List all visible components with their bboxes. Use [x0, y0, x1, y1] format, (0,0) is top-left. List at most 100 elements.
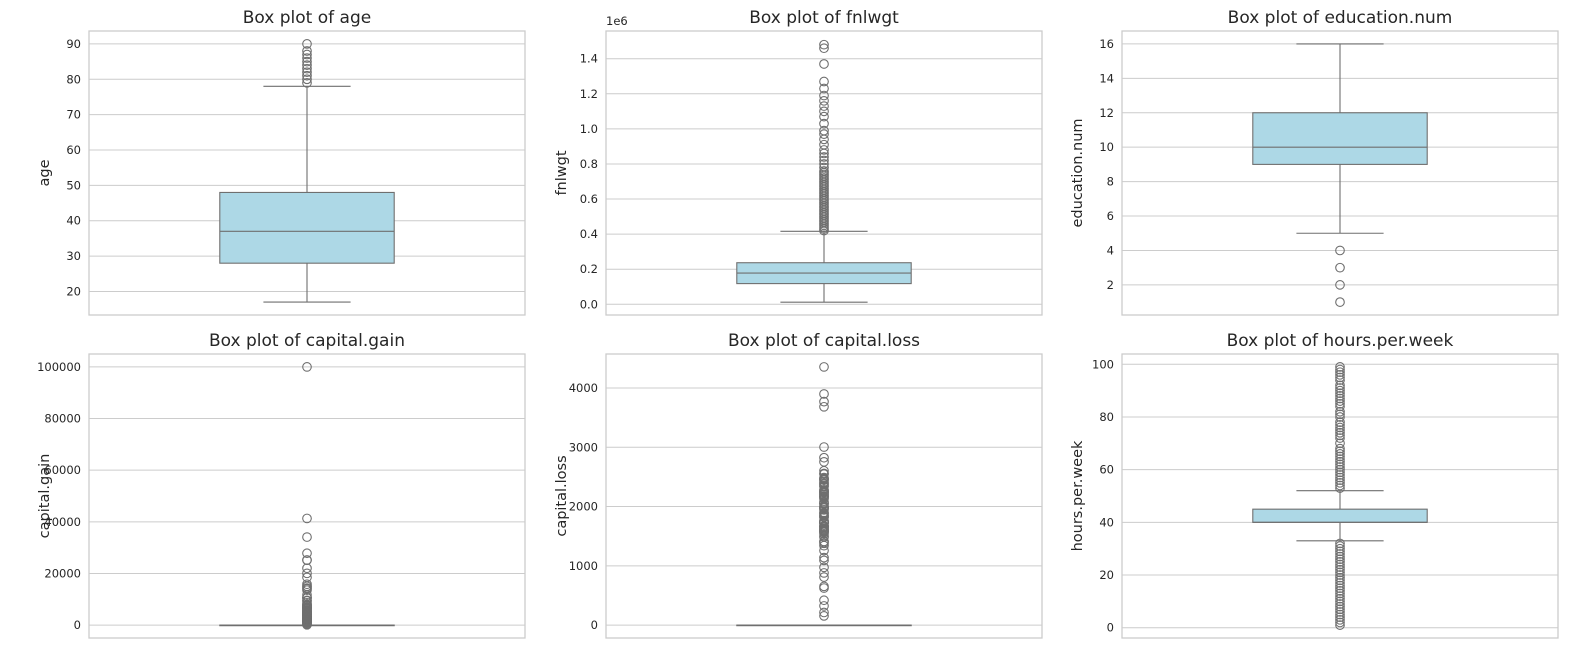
outlier-point [819, 159, 829, 169]
outlier-point [1335, 480, 1345, 491]
y-tick-label: 0 [1107, 621, 1114, 635]
subplot-6: 0 20 40 60 80 100 Box plot of hours.per.week ho… [1070, 331, 1559, 639]
y-tick-label: 60 [66, 143, 81, 157]
outlier-point [1335, 385, 1345, 396]
y-tick-label: 4000 [569, 381, 598, 395]
outlier-point [1335, 620, 1345, 630]
outlier-point [1335, 559, 1345, 570]
subplot-title: Box plot of capital.loss [728, 331, 920, 351]
outlier-point [1335, 427, 1345, 438]
outlier-point [1335, 549, 1345, 559]
outlier-point [819, 484, 829, 495]
outlier-point [302, 39, 312, 49]
outlier-point [1335, 538, 1345, 549]
outlier-point [819, 111, 829, 122]
outlier-point [1335, 551, 1345, 562]
outlier-point [1335, 585, 1345, 596]
outlier-point [302, 595, 312, 606]
outlier-point [1335, 443, 1345, 454]
outlier-point [1335, 596, 1345, 607]
outlier-point [1335, 391, 1345, 401]
outlier-point [819, 129, 829, 139]
outlier-point [819, 452, 829, 463]
outlier-point [819, 139, 829, 150]
y-tick-label: 70 [66, 108, 81, 122]
outlier-point [819, 607, 829, 618]
outlier-point [1335, 367, 1345, 378]
y-tick-label: 90 [66, 37, 81, 51]
y-axis-offset-label: 1e6 [606, 14, 628, 28]
outlier-point [1335, 430, 1345, 441]
y-tick-label: 1.2 [580, 87, 598, 101]
outlier-point [1335, 401, 1345, 412]
outlier-point [1335, 599, 1345, 609]
subplot-title: Box plot of fnlwgt [749, 8, 899, 28]
outlier-point [1335, 570, 1345, 580]
outlier-point [1335, 383, 1345, 393]
outlier-point [819, 595, 829, 606]
outlier-point [302, 53, 312, 63]
outlier-point [302, 70, 312, 81]
y-tick-label: 12 [1099, 106, 1114, 120]
outlier-point [819, 601, 829, 611]
outlier-point [1335, 464, 1345, 475]
y-tick-label: 30 [66, 249, 81, 263]
outlier-point [819, 457, 829, 467]
outlier-point [1335, 420, 1345, 430]
outlier-point [1335, 609, 1345, 620]
y-tick-label: 80 [66, 72, 81, 86]
outlier-point [819, 552, 829, 563]
y-tick-label: 4 [1107, 243, 1114, 257]
outlier-point [1335, 593, 1345, 604]
outlier-point [819, 59, 829, 69]
outlier-point [1335, 572, 1345, 583]
outlier-point [1335, 578, 1345, 588]
outlier-point [1335, 607, 1345, 617]
outlier-point [1335, 567, 1345, 578]
outlier-point [302, 63, 312, 74]
y-tick-label: 20 [66, 284, 81, 298]
y-tick-label: 80000 [44, 412, 81, 426]
outlier-point [1335, 541, 1345, 551]
y-tick-label: 2 [1107, 278, 1114, 292]
y-tick-label: 100000 [37, 360, 81, 374]
outlier-point [1335, 446, 1345, 457]
outlier-point [1335, 409, 1345, 420]
outlier-point [819, 442, 829, 452]
outlier-point [302, 548, 312, 559]
y-tick-label: 1.4 [580, 52, 598, 66]
outlier-point [819, 118, 829, 129]
outlier-point [1335, 472, 1345, 483]
outlier-point [819, 555, 829, 566]
outlier-point [1335, 372, 1345, 383]
outlier-point [1335, 467, 1345, 478]
outlier-point [1335, 614, 1345, 625]
y-tick-label: 6 [1107, 209, 1114, 223]
y-tick-label: 20 [1099, 568, 1114, 582]
outlier-point [1335, 543, 1345, 554]
outlier-point [1335, 417, 1345, 428]
outlier-point [819, 396, 829, 407]
outlier-point [819, 152, 829, 162]
outlier-point [819, 106, 829, 117]
outlier-point [1335, 412, 1345, 422]
axes-frame [1121, 30, 1559, 316]
y-tick-label: 1000 [569, 559, 598, 573]
outlier-point [819, 90, 829, 101]
y-tick-label: 100 [1092, 357, 1114, 371]
outlier-point [1335, 475, 1345, 486]
subplot-4: 0 20000 40000 60000 80000 100000 Box plot of c… [37, 331, 526, 639]
outlier-point [1335, 433, 1345, 443]
y-axis-label: capital.gain [37, 454, 53, 539]
outlier-point [1335, 591, 1345, 601]
y-tick-label: 50 [66, 178, 81, 192]
outlier-point [1335, 438, 1345, 449]
outlier-point [1335, 580, 1345, 591]
subplot-2: 0.0 0.2 0.4 0.6 0.8 1.0 1.2 1.4 Box plot of fnlw… [554, 8, 1043, 316]
outlier-point [302, 555, 312, 565]
subplot-title: Box plot of age [243, 8, 371, 28]
outlier-point [819, 162, 829, 173]
y-tick-label: 40 [66, 214, 81, 228]
axes-frame [605, 30, 1043, 316]
subplot-1: 20 30 40 50 60 70 80 90 Box plot of age age [37, 8, 526, 316]
